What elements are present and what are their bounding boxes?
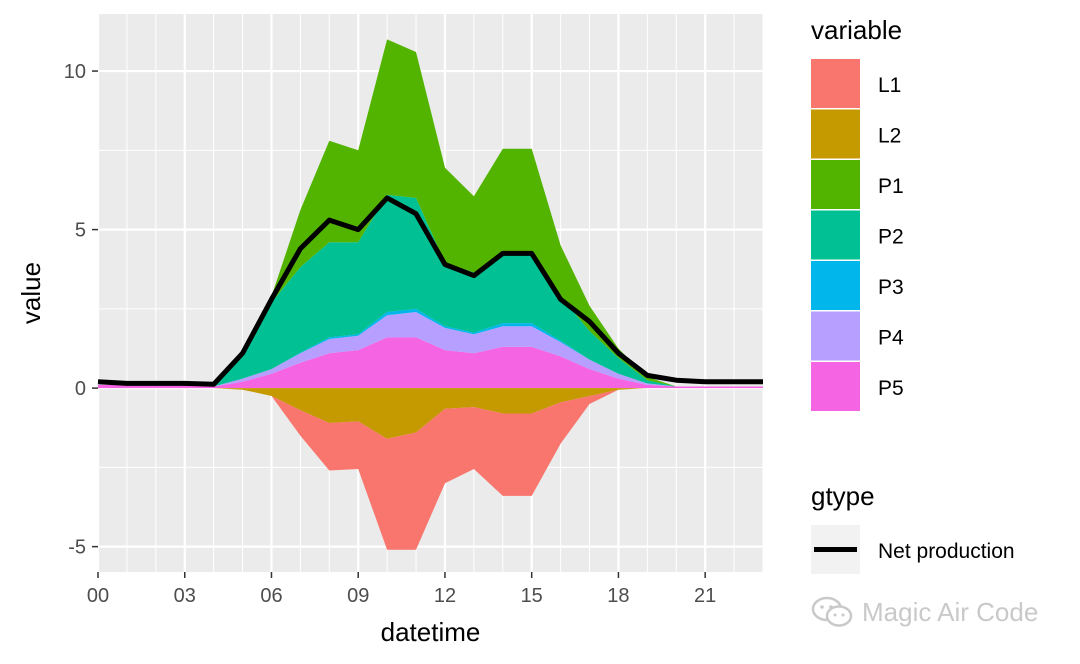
x-tick-label: 18: [607, 585, 629, 607]
legend-key-l1: [811, 59, 860, 108]
area-p5: [98, 337, 763, 389]
x-tick-label: 12: [434, 585, 456, 607]
legend-label-l1: L1: [878, 74, 901, 97]
legend-key-p3: [811, 261, 860, 310]
x-tick-label: 00: [87, 585, 109, 607]
area-p2: [98, 194, 763, 387]
legend: variable L1 L2 P1 P2 P3 P4 P5 gtype Net productio…: [811, 15, 1015, 574]
legend-label-p1: P1: [878, 175, 904, 198]
legend-line-title: gtype: [811, 481, 875, 511]
area-l1: [98, 388, 763, 550]
legend-key-p5: [811, 362, 860, 411]
watermark-text: Magic Air Code: [862, 596, 1039, 627]
legend-label-p2: P2: [878, 226, 904, 249]
watermark: Magic Air Code: [810, 596, 1038, 628]
area-p1: [98, 39, 763, 387]
legend-key-l2: [811, 109, 860, 159]
net-production-line: [97, 195, 763, 387]
area-l2: [98, 388, 763, 439]
x-tick-label: 06: [260, 585, 282, 607]
area-p4: [98, 312, 763, 387]
legend-fill-title: variable: [811, 15, 902, 45]
legend-key-p4: [811, 311, 860, 361]
y-tick-label: 5: [75, 220, 86, 242]
legend-label-l2: L2: [878, 125, 901, 148]
x-tick-label: 15: [521, 585, 543, 607]
wechat-icon: [811, 596, 853, 627]
x-tick-label: 03: [174, 585, 196, 607]
legend-label-p5: P5: [878, 377, 904, 400]
y-tick-label: 10: [64, 61, 86, 83]
axes: -5 0 5 10 00 03 06 09 12 15 18 21 datetime value: [16, 61, 716, 647]
area-layers: [98, 39, 763, 550]
x-axis-title: datetime: [381, 617, 481, 647]
legend-label-p3: P3: [878, 276, 904, 299]
y-axis-title: value: [16, 262, 46, 324]
y-tick-label: -5: [68, 537, 86, 559]
y-tick-label: 0: [75, 378, 86, 400]
legend-key-p1: [811, 160, 860, 209]
legend-label-p4: P4: [878, 327, 904, 350]
x-tick-label: 09: [347, 585, 369, 607]
legend-key-p2: [811, 210, 860, 260]
x-tick-label: 21: [694, 585, 716, 607]
legend-label-net-production: Net production: [878, 540, 1015, 563]
